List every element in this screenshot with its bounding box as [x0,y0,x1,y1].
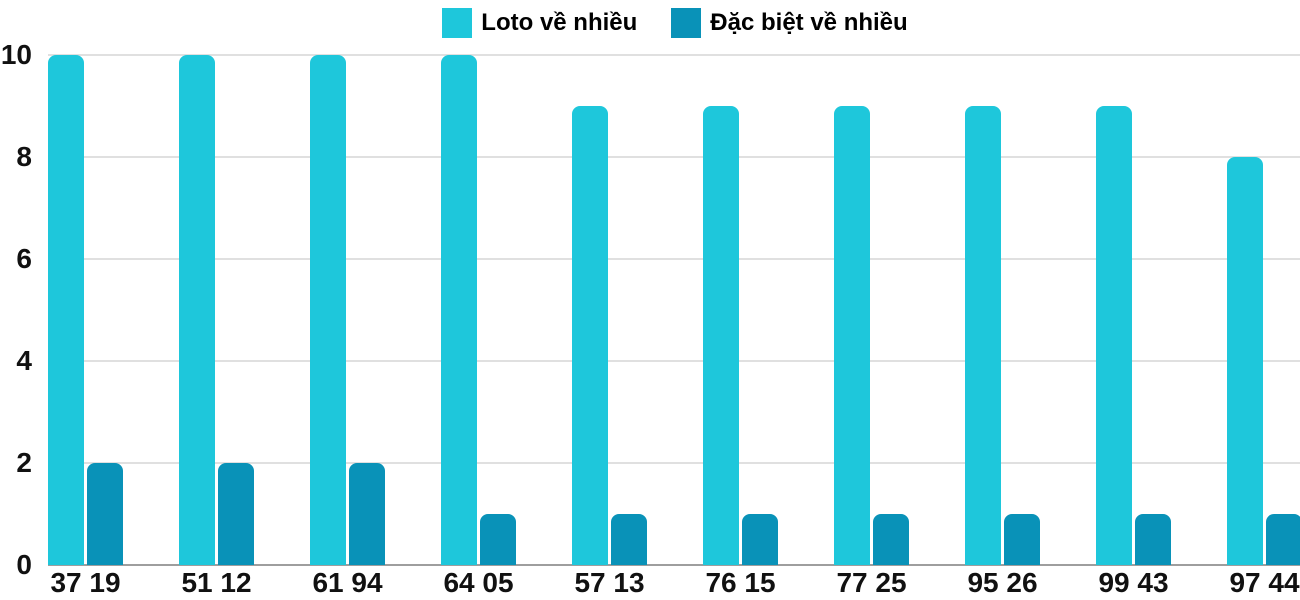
legend-label-dac-biet: Đặc biệt về nhiều [710,9,908,36]
bar-loto-v-nhi-u-57-13[interactable] [572,106,608,565]
bar--c-bi-t-v-nhi-u-76-15[interactable] [742,514,778,565]
bar--c-bi-t-v-nhi-u-97-44[interactable] [1266,514,1300,565]
bar-loto-v-nhi-u-61-94[interactable] [310,55,346,565]
gridline-y6 [48,258,1300,260]
bar--c-bi-t-v-nhi-u-64-05[interactable] [480,514,516,565]
x-axis-tick-76-15: 76 15 [705,567,776,598]
legend-swatch-loto [442,8,473,38]
x-axis-tick-77-25: 77 25 [836,567,907,598]
bar-loto-v-nhi-u-64-05[interactable] [441,55,477,565]
bar-loto-v-nhi-u-76-15[interactable] [703,106,739,565]
bar-loto-v-nhi-u-97-44[interactable] [1227,157,1263,565]
y-axis-tick-10: 10 [0,39,32,70]
x-axis-tick-57-13: 57 13 [574,567,645,598]
legend-label-loto: Loto về nhiều [481,9,638,36]
y-axis-tick-4: 4 [16,345,32,376]
bar--c-bi-t-v-nhi-u-77-25[interactable] [873,514,909,565]
bar--c-bi-t-v-nhi-u-37-19[interactable] [87,463,123,565]
bar--c-bi-t-v-nhi-u-61-94[interactable] [349,463,385,565]
x-axis-tick-51-12: 51 12 [181,567,252,598]
chart-legend: Loto về nhiều Đặc biệt về nhiều [0,8,1300,38]
x-axis-tick-97-44: 97 44 [1229,567,1300,598]
bar-loto-v-nhi-u-37-19[interactable] [48,55,84,565]
x-axis-tick-64-05: 64 05 [443,567,514,598]
x-axis-tick-95-26: 95 26 [967,567,1038,598]
bar-loto-v-nhi-u-99-43[interactable] [1096,106,1132,565]
y-axis-tick-8: 8 [16,141,32,172]
bar--c-bi-t-v-nhi-u-57-13[interactable] [611,514,647,565]
x-axis-baseline [48,564,1300,566]
bar-loto-v-nhi-u-51-12[interactable] [179,55,215,565]
y-axis-tick-2: 2 [16,447,32,478]
gridline-y4 [48,360,1300,362]
bar--c-bi-t-v-nhi-u-95-26[interactable] [1004,514,1040,565]
legend-item-loto[interactable]: Loto về nhiều [442,8,637,38]
bar-loto-v-nhi-u-77-25[interactable] [834,106,870,565]
legend-swatch-dac-biet [671,8,702,38]
gridline-y2 [48,462,1300,464]
x-axis-tick-61-94: 61 94 [312,567,383,598]
y-axis-tick-6: 6 [16,243,32,274]
gridline-y8 [48,156,1300,158]
bar--c-bi-t-v-nhi-u-51-12[interactable] [218,463,254,565]
legend-item-dac-biet[interactable]: Đặc biệt về nhiều [671,8,908,38]
y-axis-tick-0: 0 [16,549,32,580]
gridline-y10 [48,54,1300,56]
bar-loto-v-nhi-u-95-26[interactable] [965,106,1001,565]
x-axis-tick-37-19: 37 19 [50,567,121,598]
x-axis-tick-99-43: 99 43 [1098,567,1169,598]
bar--c-bi-t-v-nhi-u-99-43[interactable] [1135,514,1171,565]
